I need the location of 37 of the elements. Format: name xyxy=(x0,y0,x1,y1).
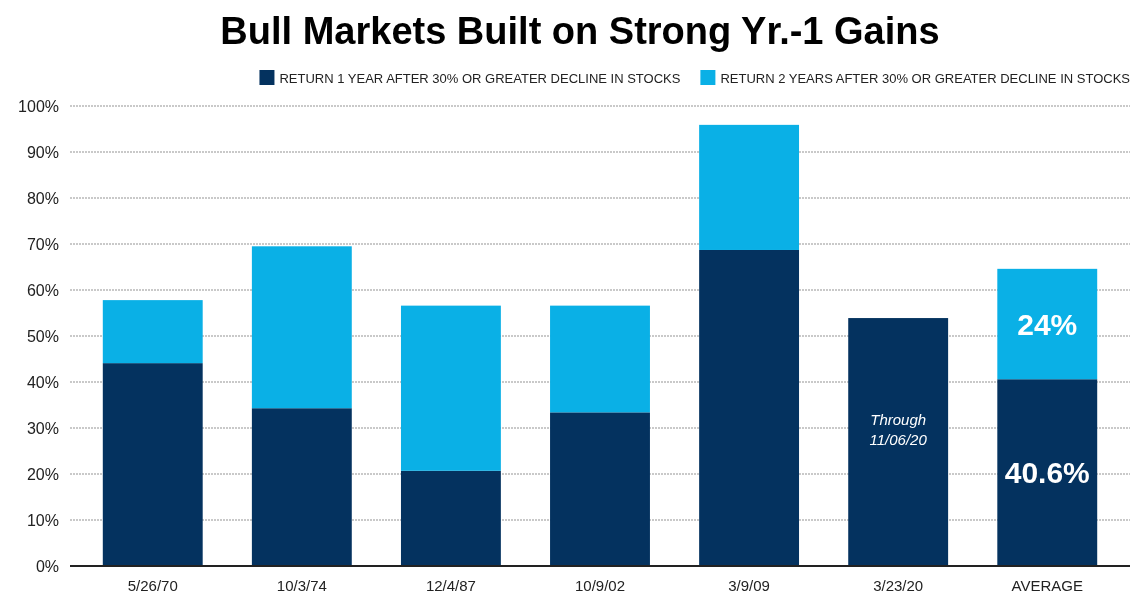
data-label: 40.6% xyxy=(1004,456,1090,490)
y-tick-label: 90% xyxy=(26,143,59,161)
x-tick-label: 10/9/02 xyxy=(574,576,626,594)
bar xyxy=(997,268,1098,380)
y-tick-label: 80% xyxy=(26,189,59,207)
bar xyxy=(699,249,800,566)
bar xyxy=(400,305,501,471)
y-tick-label: 50% xyxy=(26,327,59,345)
y-tick-label: 20% xyxy=(26,465,59,483)
x-tick-label: 3/23/20 xyxy=(873,576,924,594)
bar xyxy=(400,470,501,566)
y-tick-label: 0% xyxy=(35,557,59,575)
bar xyxy=(102,363,203,566)
y-tick-label: 40% xyxy=(26,373,59,391)
legend-label: RETURN 2 YEARS AFTER 30% OR GREATER DECLINE IN STOCKS xyxy=(720,71,1131,86)
x-tick-label: AVERAGE xyxy=(1011,576,1083,594)
x-tick-label: 3/9/09 xyxy=(728,576,770,594)
y-tick-label: 30% xyxy=(26,419,59,437)
x-tick-label: 12/4/87 xyxy=(425,576,476,594)
y-tick-label: 100% xyxy=(18,97,59,115)
y-tick-label: 60% xyxy=(26,281,59,299)
bar xyxy=(550,305,650,413)
bar xyxy=(251,408,352,566)
bar xyxy=(102,300,203,364)
bar xyxy=(550,412,650,566)
chart-title: Bull Markets Built on Strong Yr.-1 Gains xyxy=(220,10,940,52)
y-tick-label: 10% xyxy=(26,511,59,529)
bar xyxy=(997,379,1098,566)
y-tick-label: 70% xyxy=(26,235,59,253)
bar xyxy=(699,124,800,250)
x-tick-label: 10/3/74 xyxy=(276,576,327,594)
bar xyxy=(251,246,352,409)
bar xyxy=(848,318,949,566)
annotation: Through 11/06/20 xyxy=(869,411,928,448)
data-label: 24% xyxy=(1017,307,1078,341)
x-tick-label: 5/26/70 xyxy=(127,576,178,594)
legend-label: RETURN 1 YEAR AFTER 30% OR GREATER DECLINE IN STOCKS xyxy=(279,71,681,86)
